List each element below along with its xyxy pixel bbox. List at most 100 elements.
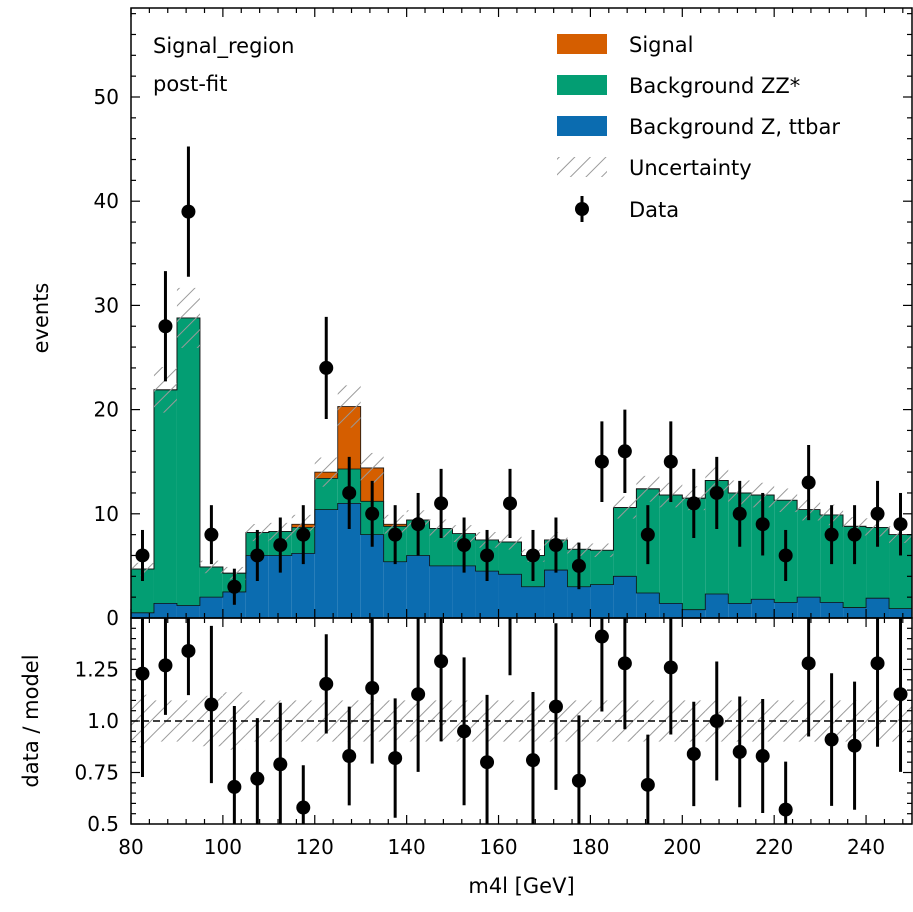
ratio-point (434, 654, 449, 669)
y-tick-label: 0 (106, 606, 119, 630)
bar-background-z-ttbar (452, 565, 476, 618)
uncertainty-band-main (498, 534, 522, 550)
bar-background-zz (153, 389, 177, 604)
data-point (847, 527, 862, 542)
ratio-point (365, 681, 380, 696)
bar-background-z-ttbar (590, 584, 614, 618)
uncertainty-band-main (176, 287, 200, 348)
data-point (480, 548, 495, 563)
data-point (594, 454, 609, 469)
bar-background-z-ttbar (613, 576, 637, 618)
ratio-plot-area (131, 618, 912, 824)
data-point (250, 548, 265, 563)
bar-background-z-ttbar (636, 592, 660, 618)
data-point (342, 485, 357, 500)
legend-swatch (557, 75, 607, 95)
x-tick-label: 180 (571, 835, 609, 859)
bar-background-z-ttbar (797, 597, 821, 618)
legend-label: Background ZZ* (629, 74, 800, 98)
data-point (893, 517, 908, 532)
data-point (181, 204, 196, 219)
bar-background-z-ttbar (498, 574, 522, 618)
ratio-point (273, 757, 288, 772)
x-tick-label: 160 (479, 835, 517, 859)
bar-background-zz (176, 317, 200, 606)
uncertainty-band-main (360, 452, 384, 483)
bar-background-z-ttbar (131, 612, 154, 618)
bar-background-zz (728, 492, 752, 604)
bar-background-z-ttbar (705, 594, 729, 618)
legend-label: Background Z, ttbar (629, 115, 840, 139)
data-point (755, 517, 770, 532)
bar-background-z-ttbar (544, 570, 568, 618)
data-point (457, 538, 472, 553)
ratio-point (388, 751, 403, 766)
ratio-point (663, 660, 678, 675)
ratio-point (480, 755, 495, 770)
region-label: Signal_region (153, 34, 294, 59)
ratio-point (227, 779, 242, 794)
bar-background-z-ttbar (728, 603, 752, 618)
bar-background-z-ttbar (245, 555, 269, 618)
bar-background-z-ttbar (406, 555, 430, 618)
bar-background-z-ttbar (314, 509, 338, 618)
ratio-point (755, 749, 770, 764)
bar-background-zz (590, 550, 614, 585)
ratio-point (319, 676, 334, 691)
ratio-point (411, 687, 426, 702)
bar-background-zz (682, 498, 706, 610)
uncertainty-band-ratio (590, 700, 614, 742)
data-point (503, 496, 518, 511)
legend-swatch (557, 34, 607, 54)
bar-background-z-ttbar (682, 609, 706, 618)
data-point (732, 506, 747, 521)
y-tick-label: 50 (94, 85, 119, 109)
y-tick-label: 40 (94, 189, 119, 213)
ratio-point (686, 746, 701, 761)
uncertainty-band-main (613, 496, 637, 519)
fit-label: post-fit (153, 72, 227, 96)
ratio-y-tick-label: 1.0 (87, 709, 119, 733)
x-tick-label: 80 (118, 835, 143, 859)
bar-background-z-ttbar (429, 565, 453, 618)
data-point (434, 496, 449, 511)
bar-background-zz (889, 534, 912, 609)
legend-uncertainty: Uncertainty (557, 156, 752, 180)
bar-background-z-ttbar (567, 586, 591, 618)
bar-background-z-ttbar (199, 597, 223, 618)
bar-background-z-ttbar (475, 571, 499, 618)
ratio-point (801, 656, 816, 671)
bar-background-z-ttbar (153, 603, 177, 618)
ratio-point (158, 658, 173, 673)
data-point (158, 319, 173, 334)
bar-background-z-ttbar (843, 607, 867, 618)
x-tick-label: 100 (204, 835, 242, 859)
x-tick-label: 220 (755, 835, 793, 859)
y-tick-label: 10 (94, 502, 119, 526)
data-point (640, 527, 655, 542)
bar-background-z-ttbar (751, 599, 775, 618)
data-point (617, 444, 632, 459)
legend-swatch-hatch (557, 157, 607, 177)
uncertainty-band-main (153, 366, 177, 413)
data-point (388, 527, 403, 542)
uncertainty-band-main (636, 475, 660, 502)
data-point (571, 558, 586, 573)
bar-background-zz (498, 541, 522, 575)
ratio-point (640, 777, 655, 792)
bar-background-z-ttbar (774, 602, 798, 618)
data-point (824, 527, 839, 542)
x-tick-label: 120 (296, 835, 334, 859)
ratio-point (824, 732, 839, 747)
ratio-point (548, 699, 563, 714)
ratio-point (204, 697, 219, 712)
bar-background-zz (613, 507, 637, 577)
legend-label: Data (629, 198, 679, 222)
legend-marker (575, 202, 589, 216)
data-point (273, 538, 288, 553)
bar-background-z-ttbar (383, 561, 407, 618)
ratio-point (617, 656, 632, 671)
data-point (365, 506, 380, 521)
